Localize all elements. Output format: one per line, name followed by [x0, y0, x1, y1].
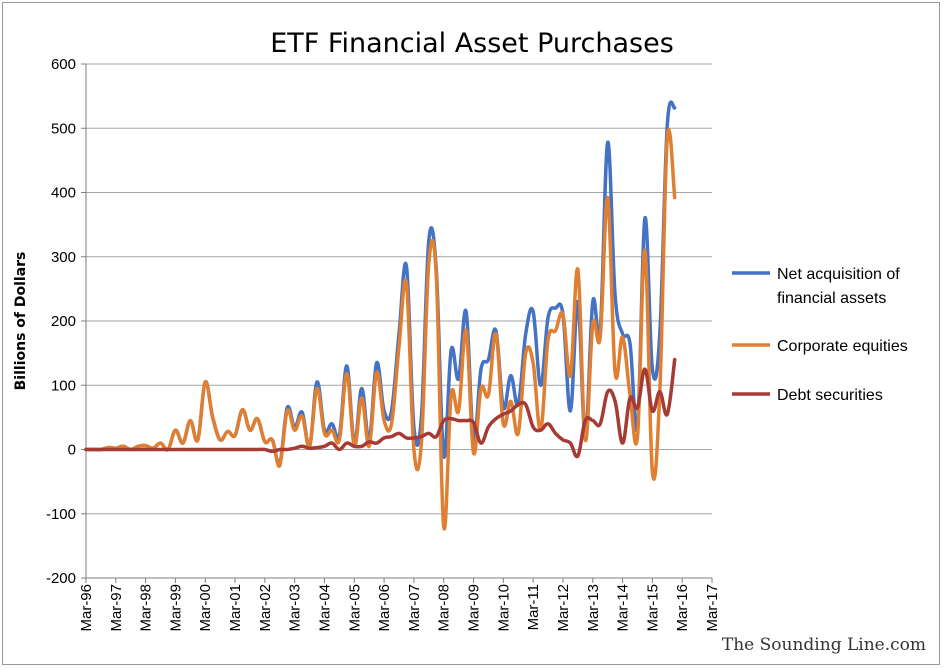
x-tick-label: Mar-01 [227, 584, 244, 632]
y-tick-label: 300 [51, 249, 76, 266]
y-tick-label: 0 [68, 442, 76, 459]
legend: Net acquisition of financial assets Corpor… [732, 266, 908, 404]
site-credit: The Sounding Line.com [722, 635, 926, 655]
x-tick-label: Mar-03 [287, 584, 304, 632]
x-tick-label: Mar-13 [585, 584, 602, 632]
x-tick-label: Mar-04 [316, 584, 333, 632]
x-tick-label: Mar-05 [346, 584, 363, 632]
legend-label-1: Net acquisition of financial assets [777, 266, 900, 307]
x-tick-label: Mar-02 [257, 584, 274, 632]
x-tick-label: Mar-08 [436, 584, 453, 632]
x-tick-label: Mar-06 [376, 584, 393, 632]
y-axis-label: Billions of Dollars [13, 252, 29, 391]
x-tick-label: Mar-14 [615, 584, 632, 632]
y-tick-label: 600 [51, 56, 76, 73]
x-tick-label: Mar-17 [704, 584, 721, 632]
y-tick-label: 500 [51, 120, 76, 137]
series-line-2 [84, 127, 677, 531]
x-tick-label: Mar-09 [466, 584, 483, 632]
series-lines [84, 100, 677, 531]
y-tick-label: -100 [46, 506, 76, 523]
legend-label-3: Debt securities [777, 387, 883, 404]
x-tick-label: Mar-00 [197, 584, 214, 632]
y-tick-label: 200 [51, 313, 76, 330]
x-tick-label: Mar-07 [406, 584, 423, 632]
y-tick-label: -200 [46, 570, 76, 587]
series-line-1 [84, 100, 677, 467]
y-tick-label: 100 [51, 377, 76, 394]
x-tick-label: Mar-98 [138, 584, 155, 632]
x-tick-label: Mar-12 [555, 584, 572, 632]
x-tick-label: Mar-97 [108, 584, 125, 632]
x-tick-label: Mar-15 [644, 584, 661, 632]
x-tick-label: Mar-11 [525, 584, 542, 630]
y-axis: -200 -100 0 100 200 300 400 500 600 [46, 56, 87, 587]
x-tick-label: Mar-16 [674, 584, 691, 632]
chart-title: ETF Financial Asset Purchases [270, 28, 674, 59]
x-tick-label: Mar-10 [495, 584, 512, 632]
x-axis: Mar-96 Mar-97 Mar-98 Mar-99 Mar-00 Mar-01 Mar-… [78, 577, 721, 632]
x-tick-label: Mar-96 [78, 584, 95, 632]
series-line-3 [84, 357, 677, 459]
x-tick-label: Mar-99 [167, 584, 184, 632]
y-tick-label: 400 [51, 185, 76, 202]
legend-label-2: Corporate equities [777, 338, 908, 355]
